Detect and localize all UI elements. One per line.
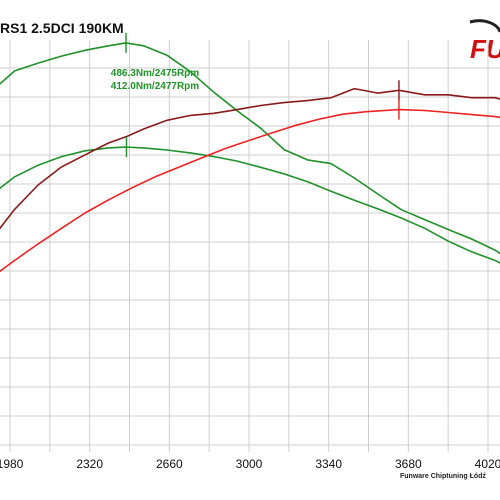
chart-title: RS1 2.5DCI 190KM xyxy=(0,20,124,36)
funware-logo: FU xyxy=(469,19,500,64)
x-tick-label: 3340 xyxy=(315,457,342,471)
x-tick-label: 2320 xyxy=(76,457,103,471)
credit-text: Funware Chiptuning Łódź xyxy=(400,473,486,480)
peak-markers xyxy=(125,32,400,158)
x-tick-labels: 1980 2320 2660 3000 3340 3680 4020 xyxy=(0,457,500,471)
logo-swoosh xyxy=(469,19,500,33)
x-tick-label: 3680 xyxy=(395,457,422,471)
peak-annotation: 486.3Nm/2475Rpm xyxy=(111,68,199,79)
series-line-torque-tuned xyxy=(0,42,500,255)
logo-text: FU xyxy=(470,34,500,64)
series-line-power-stock xyxy=(0,108,500,273)
x-tick-label: 2660 xyxy=(156,457,183,471)
x-tick-label: 3000 xyxy=(236,457,263,471)
x-tick-label: 1980 xyxy=(0,457,24,471)
grid xyxy=(0,40,500,452)
series-lines xyxy=(0,42,500,273)
x-tick-label: 4020 xyxy=(475,457,500,471)
peak-annotation: 412.0Nm/2477Rpm xyxy=(111,81,199,92)
series-line-torque-stock xyxy=(0,146,500,264)
peak-annotations: 486.3Nm/2475Rpm 412.0Nm/2477Rpm xyxy=(111,68,199,92)
series-line-power-tuned xyxy=(0,87,500,230)
